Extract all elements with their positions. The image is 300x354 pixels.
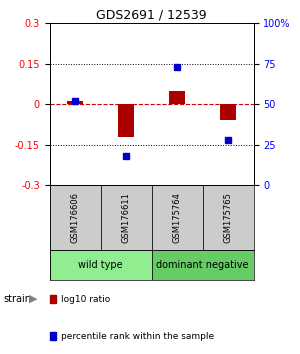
- Bar: [152, 185, 202, 250]
- Text: strain: strain: [3, 294, 31, 304]
- Text: GSM175765: GSM175765: [224, 192, 232, 243]
- Bar: [220, 104, 236, 120]
- Bar: [202, 185, 253, 250]
- Text: ▶: ▶: [28, 294, 37, 304]
- Title: GDS2691 / 12539: GDS2691 / 12539: [96, 9, 207, 22]
- Bar: [100, 185, 152, 250]
- Bar: [118, 104, 134, 137]
- Text: log10 ratio: log10 ratio: [61, 295, 110, 304]
- Text: dominant negative: dominant negative: [156, 260, 249, 270]
- Text: wild type: wild type: [78, 260, 123, 270]
- Text: GSM176611: GSM176611: [122, 192, 130, 243]
- Bar: [67, 102, 83, 104]
- Text: GSM176606: GSM176606: [70, 192, 80, 243]
- Text: percentile rank within the sample: percentile rank within the sample: [61, 332, 214, 341]
- Text: GSM175764: GSM175764: [172, 192, 182, 243]
- Bar: [50, 185, 100, 250]
- Bar: [50, 250, 152, 280]
- Bar: [152, 250, 254, 280]
- Bar: [169, 91, 185, 104]
